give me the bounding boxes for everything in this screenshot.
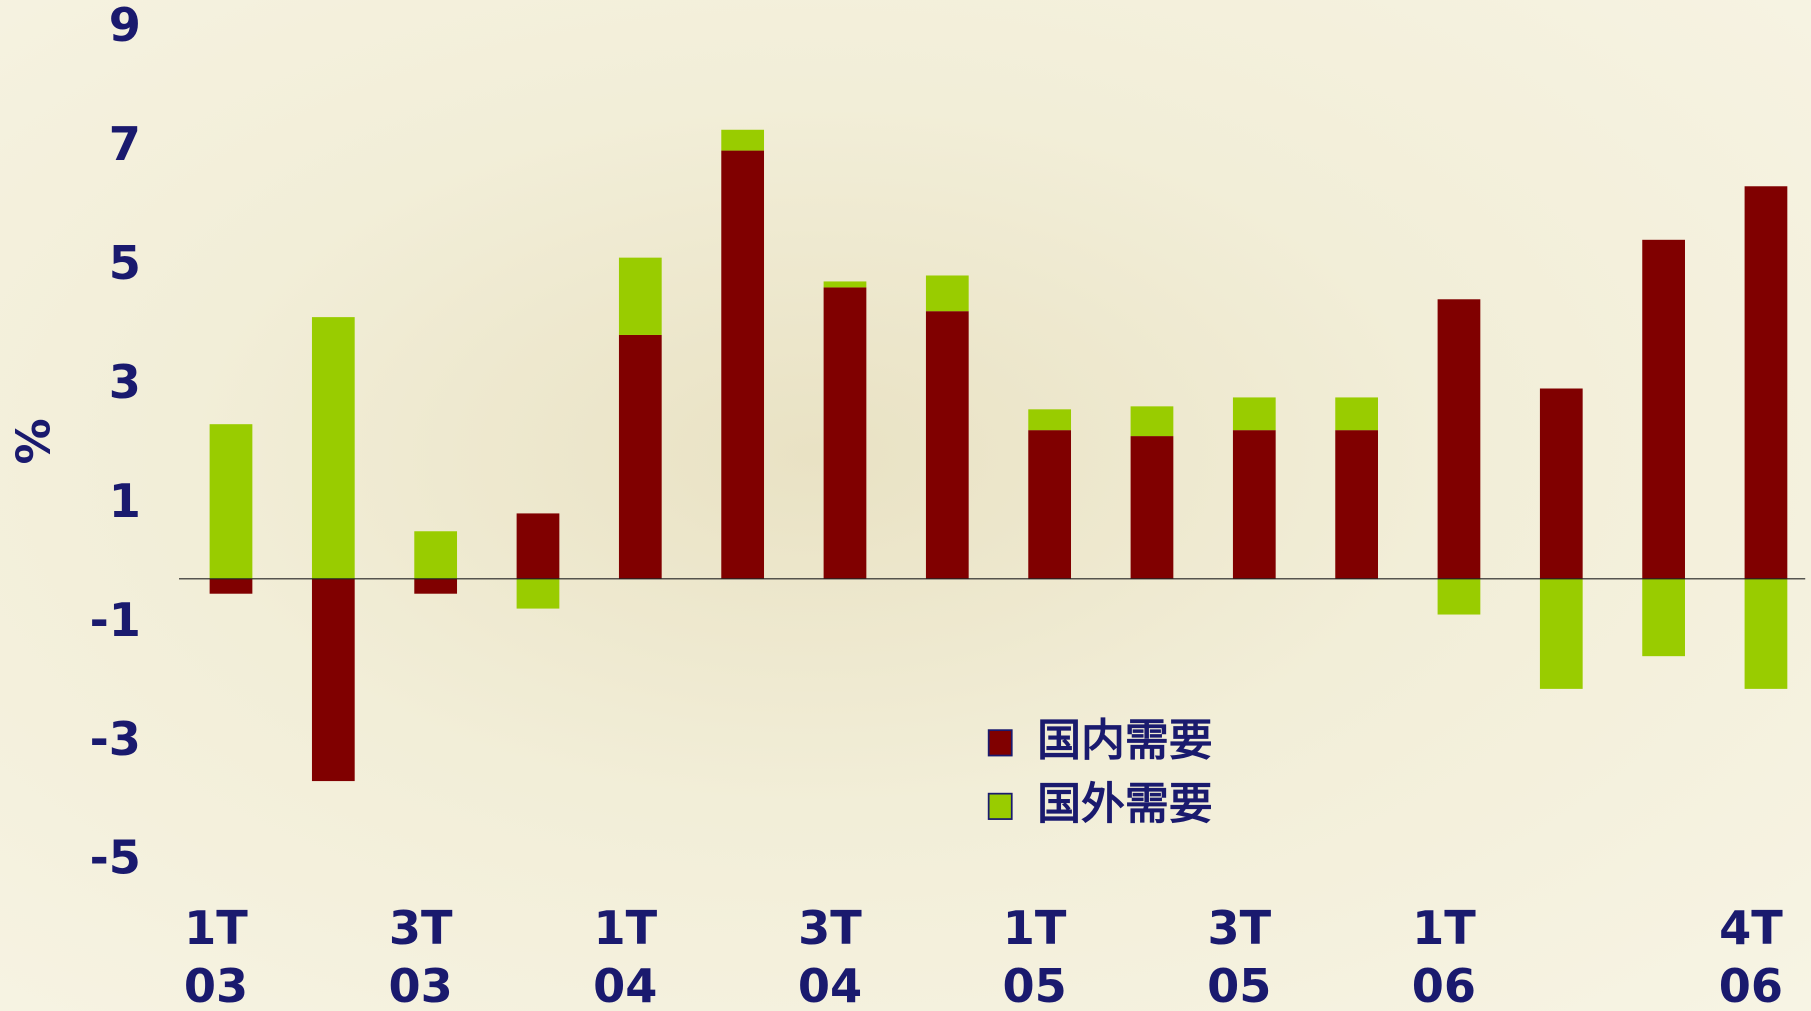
bar bbox=[1335, 397, 1378, 430]
bar bbox=[312, 317, 355, 579]
y-tick-label: -5 bbox=[90, 831, 141, 885]
y-tick-label: -3 bbox=[90, 712, 141, 766]
y-tick-label: 9 bbox=[109, 0, 141, 52]
legend-label: 国外需要 bbox=[1037, 778, 1213, 829]
bar bbox=[414, 531, 457, 579]
bar bbox=[517, 579, 560, 609]
bar bbox=[1438, 299, 1481, 579]
bar bbox=[1642, 240, 1685, 579]
bar bbox=[1233, 397, 1276, 430]
y-tick-label: -1 bbox=[90, 593, 141, 647]
bar bbox=[1131, 406, 1174, 436]
legend-swatch bbox=[989, 730, 1012, 755]
page: % 9 7 5 3 1 -1 -3 -5 1T03 3T03 1T04 3T04 1T05 3T05 1T0… bbox=[0, 0, 1811, 1011]
y-tick-label: 1 bbox=[109, 474, 141, 528]
bar bbox=[312, 579, 355, 781]
bar bbox=[824, 281, 867, 287]
bar bbox=[619, 335, 662, 579]
legend-label: 国内需要 bbox=[1037, 715, 1213, 766]
bar bbox=[1335, 430, 1378, 579]
bar bbox=[1028, 430, 1071, 579]
bar bbox=[517, 513, 560, 578]
bar bbox=[824, 287, 867, 578]
bar bbox=[1540, 579, 1583, 689]
bar bbox=[926, 275, 969, 311]
bar bbox=[619, 258, 662, 335]
y-tick-label: 5 bbox=[109, 236, 141, 290]
bar bbox=[210, 424, 253, 579]
bar bbox=[1745, 186, 1788, 579]
y-tick-label: 3 bbox=[109, 355, 141, 409]
bar bbox=[1028, 409, 1071, 430]
chart: % 9 7 5 3 1 -1 -3 -5 1T03 3T03 1T04 3T04 1T05 3T05 1T0… bbox=[0, 0, 1811, 1011]
bar bbox=[210, 579, 253, 594]
bar bbox=[926, 311, 969, 579]
bar bbox=[414, 579, 457, 594]
bar bbox=[1745, 579, 1788, 689]
bar bbox=[1540, 389, 1583, 579]
bar bbox=[721, 130, 764, 151]
bar bbox=[721, 151, 764, 579]
legend-swatch bbox=[989, 794, 1012, 819]
bar bbox=[1131, 436, 1174, 579]
bar bbox=[1233, 430, 1276, 579]
y-axis-label: % bbox=[6, 418, 60, 464]
bar bbox=[1642, 579, 1685, 656]
y-tick-label: 7 bbox=[109, 117, 141, 171]
bar bbox=[1438, 579, 1481, 615]
